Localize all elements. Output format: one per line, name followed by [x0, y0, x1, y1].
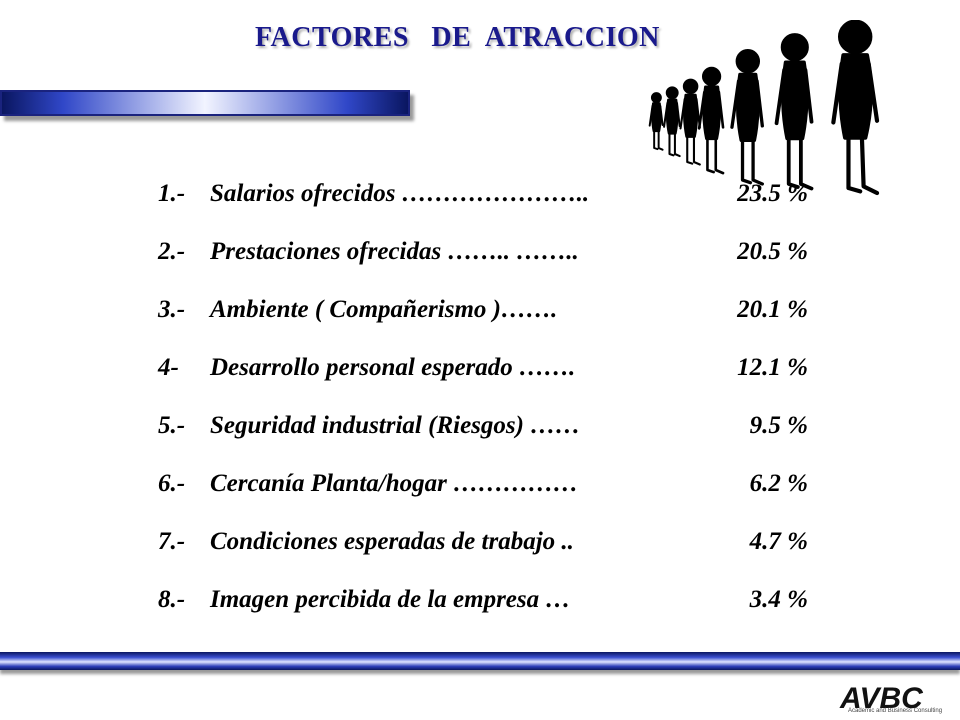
factors-list: 1.- Salarios ofrecidos ………………….. 23.5 % … [158, 172, 818, 636]
item-label: Seguridad industrial (Riesgos) …… [210, 412, 581, 439]
list-item: 5.- Seguridad industrial (Riesgos) …… 9.… [158, 404, 818, 462]
item-label: Prestaciones ofrecidas …….. …….. [210, 238, 579, 265]
item-number: 1.- [158, 180, 186, 207]
queue-of-people-icon [648, 20, 880, 196]
list-item: 2.- Prestaciones ofrecidas …….. …….. 20.… [158, 230, 818, 288]
item-value: 3.4 % [749, 586, 808, 613]
item-number: 8.- [158, 586, 186, 613]
item-value: 20.1 % [737, 296, 808, 323]
list-item: 6.- Cercanía Planta/hogar …………… 6.2 % [158, 462, 818, 520]
item-label: Desarrollo personal esperado ……. [210, 354, 576, 381]
item-number: 6.- [158, 470, 186, 497]
item-value: 20.5 % [737, 238, 808, 265]
decorative-bar-top [0, 90, 410, 116]
item-label: Imagen percibida de la empresa … [210, 586, 571, 613]
item-label: Condiciones esperadas de trabajo .. [210, 528, 574, 555]
list-item: 7.- Condiciones esperadas de trabajo .. … [158, 520, 818, 578]
item-value: 4.7 % [749, 528, 808, 555]
logo-subtitle: Academic and Business Consulting [848, 708, 943, 714]
list-item: 3.- Ambiente ( Compañerismo )……. 20.1 % [158, 288, 818, 346]
list-item: 4- Desarrollo personal esperado ……. 12.1… [158, 346, 818, 404]
item-value: 9.5 % [749, 412, 808, 439]
item-label: Salarios ofrecidos ………………….. [210, 180, 590, 207]
slide-title: FACTORES DE ATRACCION [255, 22, 660, 53]
list-item: 1.- Salarios ofrecidos ………………….. 23.5 % [158, 172, 818, 230]
logo-text: AVBC [839, 682, 924, 715]
item-value: 12.1 % [737, 354, 808, 381]
item-number: 7.- [158, 528, 186, 555]
item-number: 5.- [158, 412, 186, 439]
item-number: 4- [158, 354, 179, 381]
list-item: 8.- Imagen percibida de la empresa … 3.4… [158, 578, 818, 636]
item-label: Ambiente ( Compañerismo )……. [210, 296, 558, 323]
item-value: 6.2 % [749, 470, 808, 497]
item-label: Cercanía Planta/hogar …………… [210, 470, 579, 497]
item-number: 2.- [158, 238, 186, 265]
item-number: 3.- [158, 296, 186, 323]
company-logo-icon: AVBC [839, 682, 924, 715]
decorative-bar-bottom [0, 652, 960, 670]
item-value: 23.5 % [737, 180, 808, 207]
